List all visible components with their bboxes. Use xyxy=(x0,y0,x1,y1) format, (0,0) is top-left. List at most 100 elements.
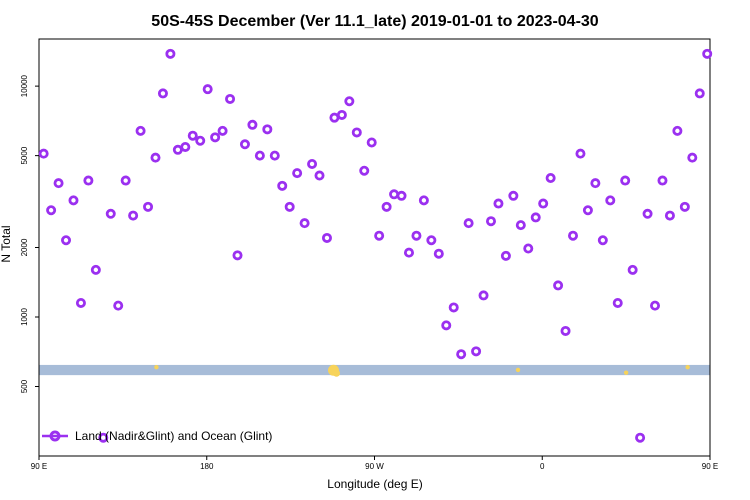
data-point xyxy=(582,205,593,216)
data-point xyxy=(217,125,228,136)
data-point xyxy=(254,150,265,161)
data-point xyxy=(545,172,556,183)
data-point xyxy=(299,218,310,229)
data-point xyxy=(83,175,94,186)
legend-label: Land (Nadir&Glint) and Ocean (Glint) xyxy=(75,429,272,443)
data-point xyxy=(463,218,474,229)
data-point xyxy=(180,141,191,152)
band-marker xyxy=(515,367,521,373)
data-point xyxy=(165,48,176,59)
data-point xyxy=(627,264,638,275)
data-point xyxy=(366,137,377,148)
band-marker xyxy=(685,365,690,370)
data-point xyxy=(247,119,258,130)
data-point xyxy=(269,150,280,161)
data-point xyxy=(612,297,623,308)
x-tick-label: 90 W xyxy=(365,462,384,471)
data-point xyxy=(61,235,72,246)
band-markers xyxy=(154,364,690,377)
legend-marker xyxy=(49,430,61,442)
data-point xyxy=(456,349,467,360)
data-point xyxy=(359,165,370,176)
data-point xyxy=(143,201,154,212)
data-point xyxy=(568,230,579,241)
data-point xyxy=(642,208,653,219)
data-point xyxy=(120,175,131,186)
x-axis: 90 E 180 90 W 0 90 E xyxy=(31,456,718,471)
data-point xyxy=(128,210,139,221)
data-point xyxy=(560,325,571,336)
y-tick-label: 2000 xyxy=(20,238,29,256)
data-point xyxy=(515,220,526,231)
data-point xyxy=(210,132,221,143)
data-point xyxy=(478,290,489,301)
y-tick-label: 500 xyxy=(20,379,29,393)
band-marker xyxy=(154,365,159,370)
data-point xyxy=(292,168,303,179)
data-point xyxy=(508,190,519,201)
data-point xyxy=(679,201,690,212)
data-point xyxy=(113,300,124,311)
data-point xyxy=(605,195,616,206)
data-point xyxy=(672,125,683,136)
data-point xyxy=(90,264,101,275)
y-axis-label: N Total xyxy=(0,225,13,262)
data-point xyxy=(575,148,586,159)
data-point xyxy=(202,84,213,95)
data-point xyxy=(433,248,444,259)
data-point xyxy=(448,302,459,313)
plot-frame xyxy=(38,38,711,457)
data-point xyxy=(53,178,64,189)
data-point xyxy=(396,190,407,201)
data-point xyxy=(46,205,57,216)
data-point xyxy=(538,198,549,209)
data-point xyxy=(239,139,250,150)
data-point xyxy=(336,109,347,120)
data-point xyxy=(307,158,318,169)
data-point xyxy=(493,198,504,209)
data-point xyxy=(411,230,422,241)
y-tick-label: 10000 xyxy=(20,74,29,97)
data-point xyxy=(314,170,325,181)
y-tick-label: 5000 xyxy=(20,146,29,164)
y-tick-label: 1000 xyxy=(20,308,29,326)
data-point xyxy=(284,201,295,212)
data-point xyxy=(635,432,646,443)
data-point xyxy=(553,280,564,291)
data-point xyxy=(381,201,392,212)
data-point xyxy=(530,212,541,223)
x-tick-label: 90 E xyxy=(31,462,47,471)
data-point xyxy=(344,96,355,107)
data-point xyxy=(687,152,698,163)
data-point xyxy=(262,124,273,135)
data-point xyxy=(471,346,482,357)
data-point xyxy=(650,300,661,311)
data-point xyxy=(694,88,705,99)
data-point xyxy=(98,432,109,443)
data-point xyxy=(68,195,79,206)
data-point xyxy=(664,210,675,221)
data-point xyxy=(232,250,243,261)
x-axis-label: Longitude (deg E) xyxy=(327,477,422,491)
data-point xyxy=(523,243,534,254)
data-point xyxy=(485,216,496,227)
data-point xyxy=(441,320,452,331)
data-point xyxy=(389,189,400,200)
data-point xyxy=(321,232,332,243)
data-point xyxy=(157,88,168,99)
legend: Land (Nadir&Glint) and Ocean (Glint) xyxy=(42,429,272,443)
band-marker xyxy=(332,369,340,377)
data-point xyxy=(135,125,146,136)
data-points xyxy=(38,48,713,443)
x-tick-label: 90 E xyxy=(702,462,718,471)
data-point xyxy=(500,250,511,261)
data-point xyxy=(187,130,198,141)
x-tick-label: 0 xyxy=(540,462,545,471)
data-point xyxy=(277,180,288,191)
data-point xyxy=(38,148,49,159)
band-marker xyxy=(623,370,629,375)
data-point xyxy=(105,208,116,219)
y-axis: 500 1000 2000 5000 10000 xyxy=(20,74,39,393)
shaded-band xyxy=(39,364,710,376)
